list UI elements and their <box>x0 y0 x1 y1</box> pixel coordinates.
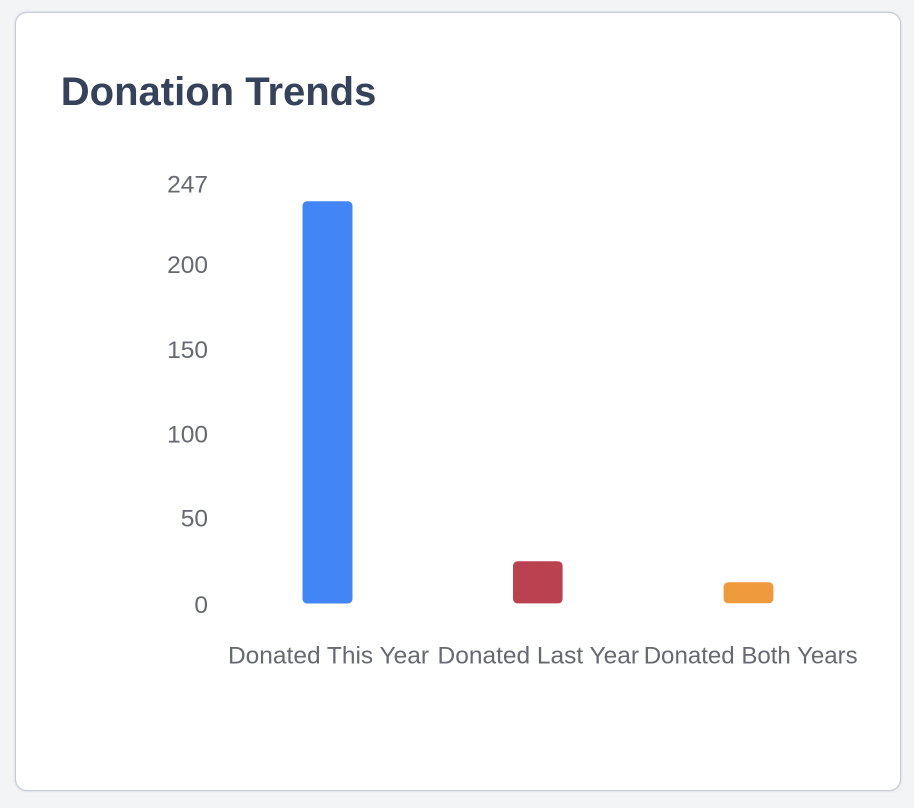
svg-text:200: 200 <box>167 252 208 279</box>
svg-text:247: 247 <box>167 172 208 199</box>
svg-text:150: 150 <box>167 337 208 364</box>
svg-text:Donated This Year: Donated This Year <box>228 643 429 670</box>
svg-text:100: 100 <box>167 422 208 449</box>
svg-text:Donation Trends: Donation Trends <box>61 70 377 114</box>
svg-text:Donated Last Year: Donated Last Year <box>438 643 640 670</box>
svg-text:Donated Both Years: Donated Both Years <box>644 643 858 670</box>
svg-text:50: 50 <box>181 506 208 533</box>
svg-text:0: 0 <box>194 592 208 619</box>
